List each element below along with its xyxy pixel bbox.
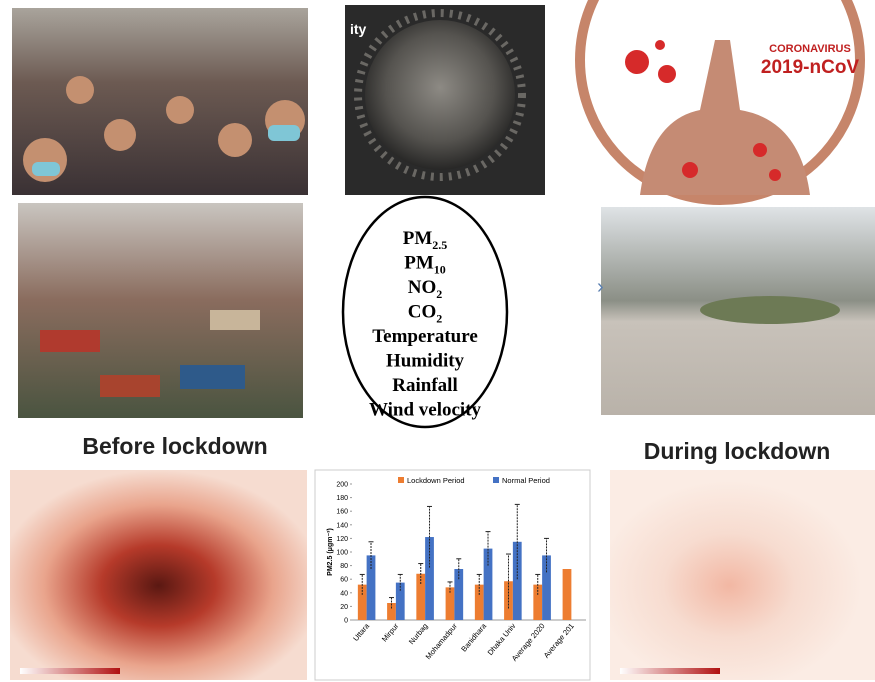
y-tick-label: 40 (340, 590, 348, 597)
lung-ring (575, 0, 865, 205)
y-tick-label: 160 (336, 509, 348, 516)
parameter-oval (341, 195, 509, 429)
bar (387, 603, 396, 620)
parameter-subscript: 2 (436, 287, 442, 301)
masks (32, 125, 300, 176)
parameter-text: CO (408, 302, 437, 323)
virus-dots (625, 40, 781, 181)
bar (542, 555, 551, 620)
parameter-text: Wind velocity (369, 400, 482, 421)
legend-swatch (493, 477, 499, 483)
y-tick-label: 80 (340, 563, 348, 570)
parameter-text: Rainfall (392, 375, 457, 396)
parameter-subscript: 10 (434, 263, 446, 277)
bar (445, 587, 455, 620)
legend-label: Normal Period (502, 476, 550, 485)
virus (365, 20, 515, 170)
y-tick-label: 20 (340, 604, 348, 611)
parameter: Rainfall (392, 375, 457, 396)
y-tick-label: 120 (336, 536, 348, 543)
bar (454, 569, 464, 620)
y-tick-label: 180 (336, 495, 348, 502)
y-tick-label: 100 (336, 550, 348, 557)
parameter-text: Humidity (386, 351, 465, 372)
parameter-text: Temperature (372, 326, 478, 347)
y-tick-label: 0 (344, 618, 348, 625)
bar (474, 584, 484, 620)
no2-map-before (10, 470, 307, 680)
bar (366, 555, 376, 620)
roundabout (700, 296, 840, 324)
parameter: Humidity (386, 351, 465, 372)
ncov-label: 2019-nCoV (761, 57, 860, 78)
parameter: NO2 (408, 277, 443, 301)
parameter-text: NO (408, 277, 437, 298)
bar (425, 537, 434, 620)
corona-label: CORONAVIRUS (769, 43, 851, 55)
before-label: Before lockdown (82, 433, 267, 459)
virus-spikes (354, 9, 526, 181)
legend-label: Lockdown Period (407, 476, 465, 485)
map-scale (620, 668, 720, 674)
parameter-text: PM (403, 228, 433, 249)
before-lockdown-photo (18, 203, 303, 418)
bar (512, 541, 522, 620)
legend-swatch (398, 477, 404, 483)
parameter: PM10 (404, 253, 446, 277)
parameter: Wind velocity (369, 400, 482, 421)
parameter: CO2 (408, 302, 443, 326)
parameter: Temperature (372, 326, 478, 347)
y-axis-title: PM2.5 (μgm⁻³) (327, 528, 334, 576)
arrow: › (597, 276, 604, 298)
virus-caption: ity (350, 21, 367, 37)
y-tick-label: 60 (340, 577, 348, 584)
bar (562, 569, 572, 620)
bar (483, 548, 493, 620)
bar (416, 573, 426, 620)
map-scale (20, 668, 120, 674)
parameter-text: PM (404, 253, 434, 274)
no2-map-during (610, 470, 875, 680)
parameter: PM2.5 (403, 228, 448, 252)
y-tick-label: 140 (336, 522, 348, 529)
bar (357, 584, 367, 620)
parameter-subscript: 2.5 (432, 238, 447, 252)
bar (395, 582, 405, 620)
y-tick-label: 200 (336, 482, 348, 489)
during-label: During lockdown (644, 438, 831, 464)
lung-body (640, 40, 810, 195)
bar (533, 584, 543, 620)
parameter-subscript: 2 (436, 312, 442, 326)
buses (40, 310, 260, 397)
